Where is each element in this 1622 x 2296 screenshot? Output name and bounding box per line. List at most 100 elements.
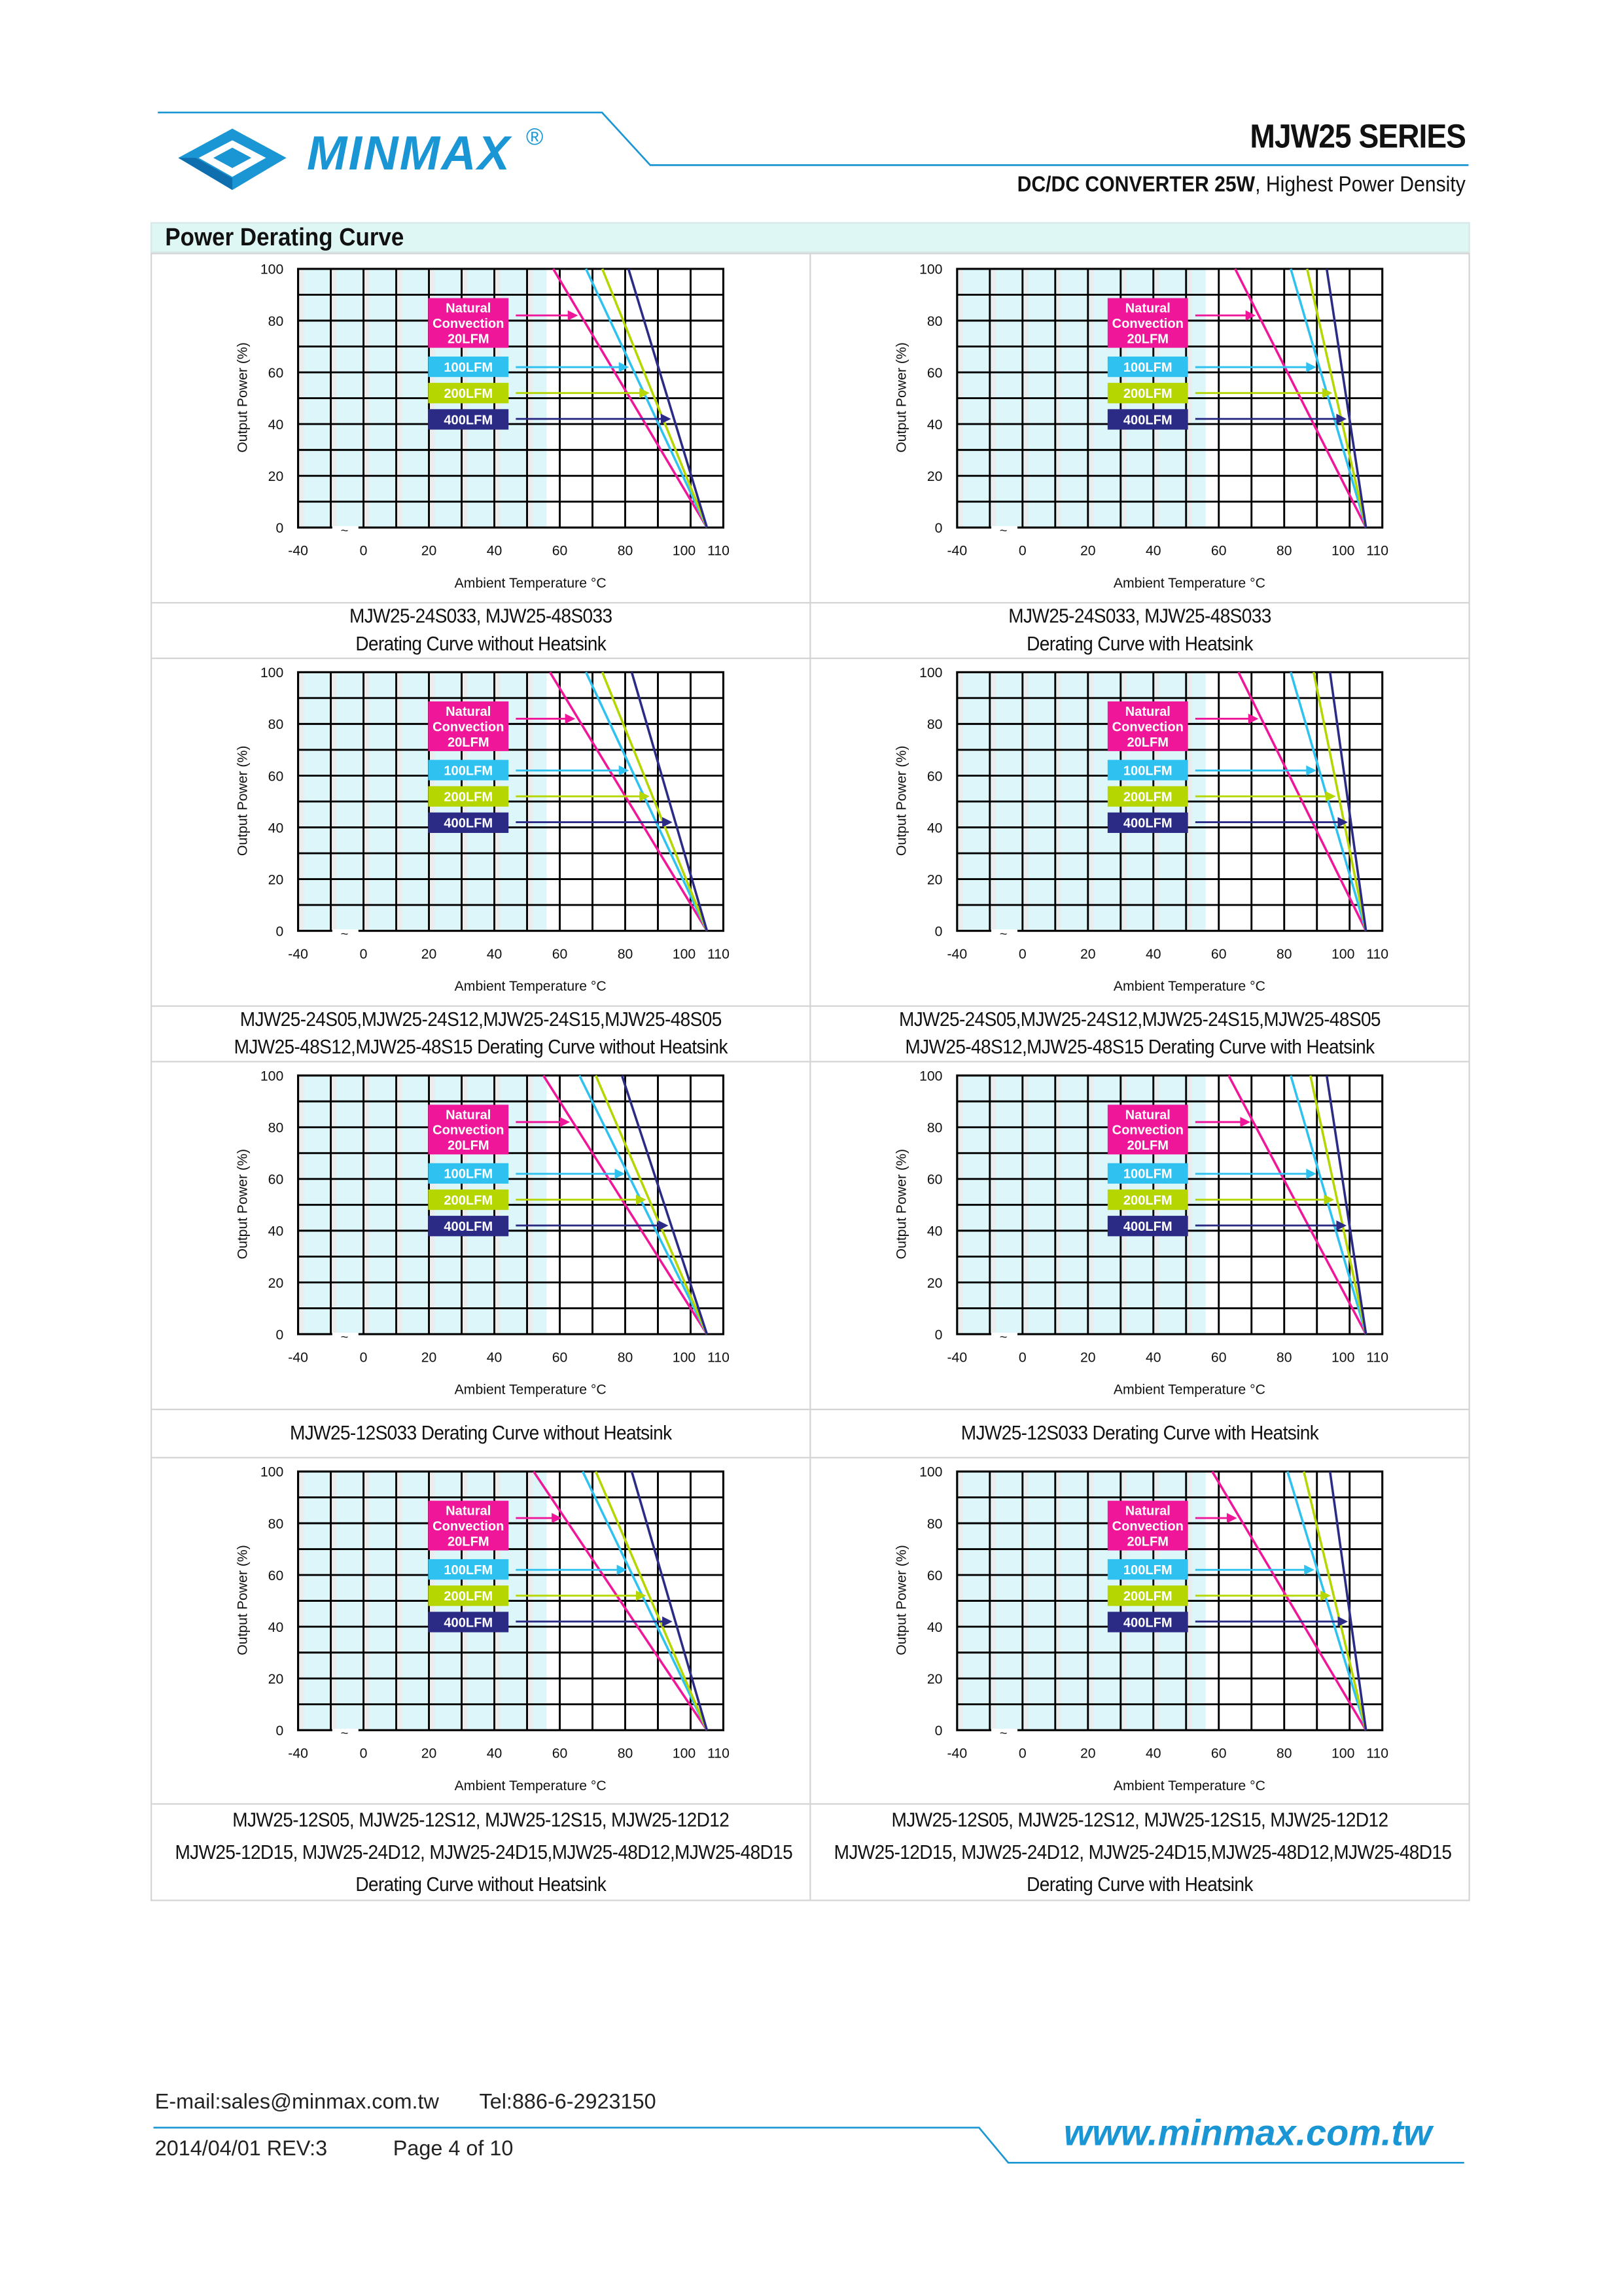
arrow-head-icon	[1336, 414, 1347, 425]
plot-frame	[297, 671, 725, 932]
series-line-lfm400	[630, 671, 709, 932]
x-axis-title: Ambient Temperature °C	[455, 1383, 607, 1398]
legend-box-lfm100	[1107, 1559, 1188, 1580]
section-title: Power Derating Curve	[165, 223, 404, 252]
y-tick-label: 100	[919, 665, 942, 680]
legend-label: 100LFM	[1123, 764, 1172, 778]
x-tick-label: 100	[673, 947, 696, 962]
legend-box-natural	[428, 298, 509, 348]
series-line-natural	[542, 1074, 708, 1335]
x-axis-title: Ambient Temperature °C	[455, 576, 607, 591]
x-tick-label: 40	[1146, 544, 1161, 559]
arrow-head-icon	[1337, 1616, 1349, 1627]
legend-label: 400LFM	[1123, 1220, 1172, 1234]
arrow-head-icon	[1306, 362, 1316, 372]
x-tick-label: 60	[1211, 1350, 1227, 1365]
legend-box-lfm100	[1107, 1163, 1188, 1184]
x-axis-title: Ambient Temperature °C	[455, 1778, 607, 1793]
y-tick-label: 100	[260, 1465, 283, 1480]
arrow-head-icon	[1320, 1590, 1331, 1601]
legend-label: 200LFM	[1123, 790, 1172, 805]
x-tick-label: 20	[421, 1350, 437, 1365]
x-tick-label: -40	[947, 947, 967, 962]
plot-frame	[956, 1470, 1384, 1731]
caption-line: MJW25-24S033, MJW25-48S033	[349, 605, 612, 627]
x-tick-label: 40	[487, 1350, 502, 1365]
y-tick-label: 40	[268, 821, 284, 836]
legend-label: 200LFM	[444, 790, 493, 805]
legend-label: 400LFM	[444, 1220, 493, 1234]
y-tick-label: 100	[260, 665, 283, 680]
legend-box-lfm400	[1107, 1216, 1188, 1237]
caption-line: MJW25-48S12,MJW25-48S15 Derating Curve w…	[234, 1036, 728, 1058]
legend-box-lfm400	[428, 1216, 509, 1237]
chart-caption: MJW25-12S05, MJW25-12S12, MJW25-12S15, M…	[811, 1805, 1468, 1901]
axis-break-gap	[991, 1728, 1018, 1735]
row-divider	[152, 1457, 1469, 1458]
x-tick-label: 110	[1366, 544, 1388, 559]
x-tick-label: 60	[552, 544, 568, 559]
x-tick-label: 40	[1146, 947, 1161, 962]
y-tick-label: 0	[275, 1723, 283, 1739]
footer-date-rev: 2014/04/01 REV:3	[154, 2138, 328, 2162]
series-line-natural	[1237, 671, 1367, 932]
chart-svg: ~ -40 0 20 40 60 80 100 110 0 20 40 60 80 100 Ambient T…	[894, 1465, 1388, 1793]
x-tick-label: -40	[288, 1350, 308, 1365]
legend-box-lfm400	[428, 409, 509, 430]
legend-label: Convection	[1112, 720, 1184, 734]
arrow-head-icon	[567, 310, 578, 321]
legend-box-lfm100	[1107, 356, 1188, 378]
row-divider	[152, 602, 1469, 604]
caption-line: MJW25-12D15, MJW25-24D12, MJW25-24D15,MJ…	[834, 1841, 1452, 1863]
series-line-lfm400	[627, 268, 709, 528]
arrow-head-icon	[1324, 1194, 1335, 1205]
legend-label: 400LFM	[1123, 413, 1172, 427]
y-tick-label: 0	[935, 924, 943, 939]
legend-label: Convection	[1112, 317, 1184, 331]
series-line-lfm100	[1290, 671, 1367, 932]
arrow-head-icon	[636, 1194, 646, 1205]
x-tick-label: 0	[360, 1746, 368, 1761]
x-tick-label: 0	[1019, 1746, 1027, 1761]
caption-line: Derating Curve with Heatsink	[1027, 1873, 1253, 1896]
legend-box-lfm200	[1107, 786, 1188, 807]
y-tick-label: 60	[927, 366, 943, 381]
website-link[interactable]: www.minmax.com.tw	[1063, 2113, 1432, 2154]
y-axis-title: Output Power (%)	[894, 1149, 909, 1260]
derating-chart: ~ -40 0 20 40 60 80 100 110 0 20 40 60 80 100 Ambient T…	[152, 1457, 809, 1805]
series-line-lfm200	[601, 671, 709, 932]
legend-label: 20LFM	[1127, 735, 1169, 750]
series-line-lfm200	[601, 268, 709, 528]
legend-label: Natural	[446, 705, 491, 719]
series-line-natural	[1234, 268, 1367, 529]
legend-box-natural	[428, 1104, 509, 1155]
y-tick-label: 40	[927, 1620, 943, 1635]
x-tick-label: 0	[360, 544, 368, 559]
arrow-head-icon	[1226, 1513, 1237, 1523]
arrow-head-icon	[616, 1564, 627, 1575]
legend-label: Convection	[432, 720, 504, 734]
chart-svg: ~ -40 0 20 40 60 80 100 110 0 20 40 60 80 100 Ambient T…	[894, 1069, 1388, 1398]
series-line-natural	[1211, 1471, 1367, 1731]
legend-label: Natural	[1125, 301, 1171, 315]
x-tick-label: -40	[947, 1746, 967, 1761]
y-tick-label: 100	[260, 262, 283, 277]
series-line-natural	[533, 1470, 708, 1731]
y-tick-label: 0	[275, 924, 283, 939]
y-tick-label: 40	[927, 821, 943, 836]
x-tick-label: 0	[1019, 1350, 1027, 1365]
derating-chart: ~ -40 0 20 40 60 80 100 110 0 20 40 60 80 100 Ambient T…	[811, 255, 1468, 603]
caption-line: MJW25-12D15, MJW25-24D12, MJW25-24D15,MJ…	[175, 1841, 793, 1863]
caption-line: MJW25-24S05,MJW25-24S12,MJW25-24S15,MJW2…	[239, 1008, 722, 1031]
arrow-head-icon	[1322, 387, 1333, 398]
x-tick-label: 110	[707, 544, 730, 559]
axis-break-gap	[991, 929, 1018, 936]
chart-svg: ~ -40 0 20 40 60 80 100 110 0 20 40 60 80 100 Ambient T…	[235, 262, 730, 591]
x-tick-label: 20	[1080, 1350, 1096, 1365]
legend-label: 100LFM	[444, 1167, 493, 1182]
x-tick-label: 100	[1331, 1746, 1354, 1761]
arrow-head-icon	[559, 1117, 571, 1127]
x-tick-label: 60	[552, 1746, 568, 1761]
series-line-lfm400	[1328, 1471, 1367, 1731]
